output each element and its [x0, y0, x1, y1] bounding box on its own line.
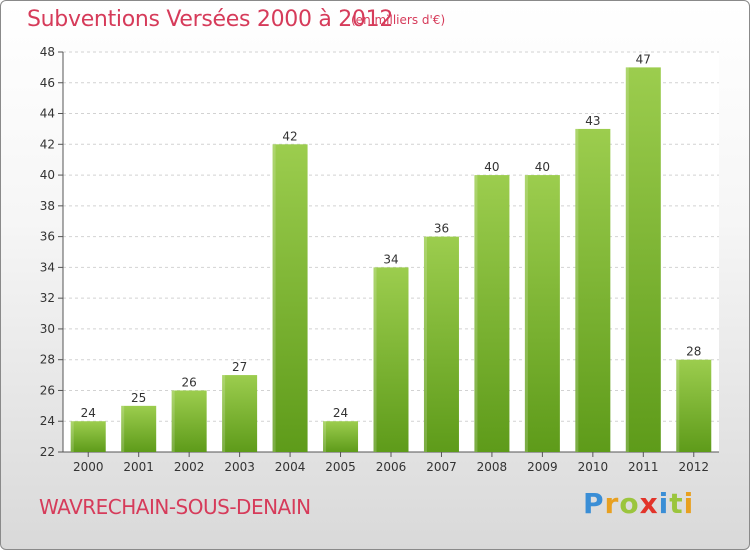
bar-highlight: [171, 390, 175, 452]
bar-value-label: 25: [131, 391, 146, 405]
x-tick-label: 2010: [578, 460, 609, 474]
bar-highlight: [121, 405, 125, 452]
y-tick-label: 28: [40, 353, 55, 367]
bar: [676, 359, 712, 452]
proxiti-logo: Proxiti: [583, 487, 694, 520]
bar-highlight: [222, 375, 226, 452]
logo-letter: i: [658, 487, 670, 520]
y-tick-label: 30: [40, 322, 55, 336]
y-tick-label: 22: [40, 445, 55, 459]
bar-highlight: [575, 128, 579, 452]
logo-letter: t: [669, 487, 684, 520]
bar-highlight: [373, 267, 377, 452]
x-tick-label: 2008: [477, 460, 508, 474]
x-tick-label: 2004: [275, 460, 306, 474]
x-tick-label: 2012: [678, 460, 709, 474]
bar-highlight: [323, 421, 327, 452]
bar-value-label: 36: [434, 222, 449, 236]
bar-value-label: 27: [232, 360, 247, 374]
y-tick-label: 26: [40, 383, 55, 397]
x-tick-label: 2003: [224, 460, 255, 474]
bar-value-label: 40: [535, 160, 550, 174]
bar: [474, 175, 510, 453]
bar: [171, 390, 207, 452]
bar: [575, 128, 611, 452]
bar: [222, 375, 258, 452]
bar-value-label: 43: [585, 114, 600, 128]
x-tick-label: 2009: [527, 460, 558, 474]
y-tick-label: 48: [40, 45, 55, 59]
y-tick-label: 44: [40, 107, 55, 121]
bar-highlight: [625, 67, 629, 452]
y-tick-label: 42: [40, 137, 55, 151]
chart-unit: (en milliers d'€): [351, 13, 446, 27]
y-tick-label: 24: [40, 414, 55, 428]
bar-value-label: 24: [333, 406, 348, 420]
bar-highlight: [70, 421, 74, 452]
x-tick-label: 2005: [325, 460, 356, 474]
bar: [423, 236, 459, 452]
bar-value-label: 28: [686, 345, 701, 359]
logo-letter: x: [639, 487, 659, 520]
y-tick-label: 32: [40, 291, 55, 305]
bar: [625, 67, 661, 452]
bar-value-label: 26: [182, 375, 197, 389]
bar: [373, 267, 409, 452]
bar-value-label: 40: [484, 160, 499, 174]
bar: [70, 421, 106, 452]
bar: [121, 405, 157, 452]
bar-value-label: 47: [636, 52, 651, 66]
bar-highlight: [272, 144, 276, 453]
x-tick-label: 2007: [426, 460, 457, 474]
x-tick-label: 2000: [73, 460, 104, 474]
logo-letter: r: [604, 487, 620, 520]
logo-letter: i: [683, 487, 695, 520]
bar-highlight: [676, 359, 680, 452]
y-tick-label: 34: [40, 260, 55, 274]
y-tick-label: 36: [40, 230, 55, 244]
bar-value-label: 24: [81, 406, 96, 420]
bar-highlight: [524, 175, 528, 453]
bar-chart: 22 24 26 28 30 32 34 36 38 40 42 44 46 48 24 2000 25 2001…: [40, 45, 719, 474]
x-tick-label: 2001: [123, 460, 154, 474]
bar: [272, 144, 308, 453]
commune-name: WAVRECHAIN-SOUS-DENAIN: [39, 495, 311, 519]
bar-value-label: 34: [383, 252, 398, 266]
x-tick-label: 2002: [174, 460, 205, 474]
x-tick-label: 2006: [376, 460, 407, 474]
logo-letter: P: [583, 487, 605, 520]
chart-title: Subventions Versées 2000 à 2012: [27, 7, 394, 32]
x-tick-label: 2011: [628, 460, 659, 474]
bar-value-label: 42: [282, 129, 297, 143]
bar-highlight: [423, 236, 427, 452]
y-tick-label: 40: [40, 168, 55, 182]
bar: [524, 175, 560, 453]
logo-letter: o: [619, 487, 640, 520]
bar-highlight: [474, 175, 478, 453]
y-tick-label: 46: [40, 76, 55, 90]
bar: [323, 421, 359, 452]
y-tick-label: 38: [40, 199, 55, 213]
